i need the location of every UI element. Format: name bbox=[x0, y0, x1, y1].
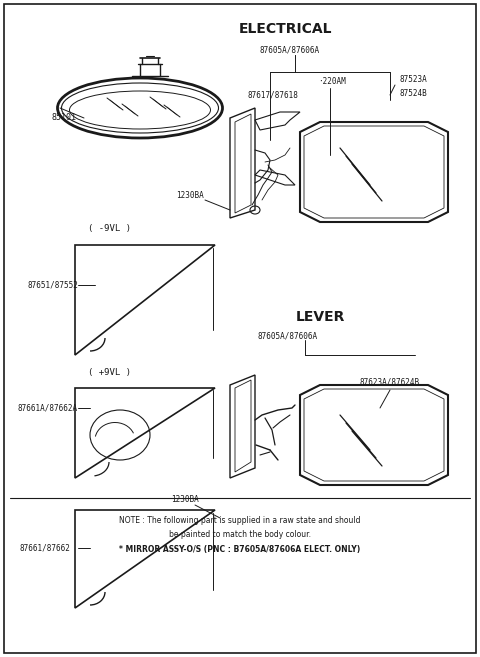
Text: 87524B: 87524B bbox=[400, 89, 428, 97]
Text: LEVER: LEVER bbox=[295, 310, 345, 324]
Text: be painted to match the body colour.: be painted to match the body colour. bbox=[169, 530, 311, 539]
Text: * MIRROR ASSY-O/S (PNC : B7605A/87606A ELECT. ONLY): * MIRROR ASSY-O/S (PNC : B7605A/87606A E… bbox=[120, 545, 360, 554]
Text: 87651/87552: 87651/87552 bbox=[28, 281, 79, 290]
Text: 87661A/87662A: 87661A/87662A bbox=[18, 403, 78, 413]
Text: NOTE : The following part is supplied in a raw state and should: NOTE : The following part is supplied in… bbox=[119, 516, 361, 525]
Text: 85101: 85101 bbox=[52, 114, 77, 122]
Text: 87605A/87606A: 87605A/87606A bbox=[258, 332, 318, 340]
Text: 87623A/87624B: 87623A/87624B bbox=[360, 378, 420, 386]
Text: ELECTRICAL: ELECTRICAL bbox=[238, 22, 332, 36]
Text: 1230BA: 1230BA bbox=[171, 495, 199, 505]
Text: 1230BA: 1230BA bbox=[176, 191, 204, 200]
Text: 87605A/87606A: 87605A/87606A bbox=[260, 45, 320, 55]
Text: 87617/87618: 87617/87618 bbox=[248, 91, 299, 99]
Polygon shape bbox=[300, 122, 448, 222]
Text: 87523A: 87523A bbox=[400, 76, 428, 85]
Text: ( +9VL ): ( +9VL ) bbox=[88, 367, 132, 376]
Text: ( -9VL ): ( -9VL ) bbox=[88, 223, 132, 233]
Polygon shape bbox=[300, 385, 448, 485]
Text: 87661/87662: 87661/87662 bbox=[20, 543, 71, 553]
Text: ·220AM: ·220AM bbox=[318, 78, 346, 87]
